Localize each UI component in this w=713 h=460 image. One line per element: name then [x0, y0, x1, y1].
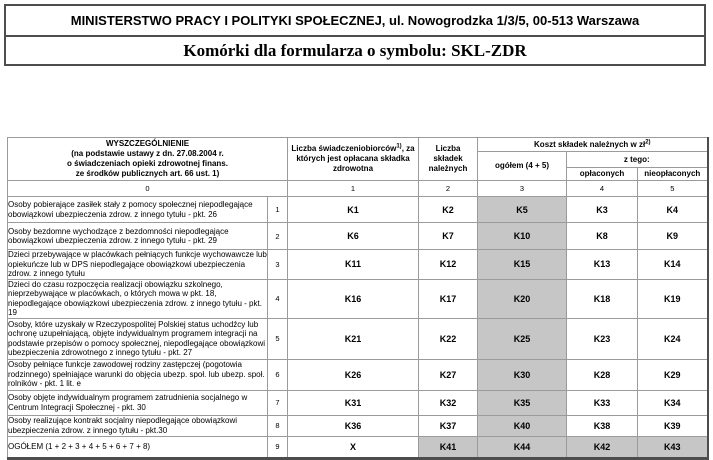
- header-nieoplaconych: nieopłaconych: [637, 167, 709, 181]
- cell-koszt-nieoplacone: K43: [637, 435, 709, 459]
- cell-koszt-ogolem: K20: [477, 278, 568, 319]
- cell-swiadczeniobiorcy: X: [287, 435, 420, 459]
- column-number-row: 0 1 2 3 4 5: [6, 180, 709, 197]
- header-liczba-skladek: Liczba składek należnych: [418, 137, 479, 181]
- row-description: Osoby pełniące funkcje zawodowej rodziny…: [7, 358, 268, 391]
- row-number: 8: [266, 414, 289, 437]
- header-wyszczegolnienie-line1: WYSZCZEGÓLNIENIE: [105, 139, 190, 148]
- cell-koszt-nieoplacone: K24: [637, 317, 709, 360]
- ministry-title: MINISTERSTWO PRACY I POLITYKI SPOŁECZNEJ…: [6, 6, 704, 37]
- row-number: 3: [266, 249, 289, 280]
- total-row: OGÓŁEM (1 + 2 + 3 + 4 + 5 + 6 + 7 + 8) 9…: [7, 435, 709, 459]
- cell-koszt-nieoplacone: K34: [637, 389, 709, 416]
- row-description: Osoby objęte indywidualnym programem zat…: [7, 389, 268, 416]
- col-number-4: 4: [566, 180, 639, 197]
- cell-koszt-oplacone: K8: [566, 222, 639, 250]
- col-number-1: 1: [287, 180, 420, 197]
- table-row: Osoby objęte indywidualnym programem zat…: [7, 389, 709, 416]
- cell-swiadczeniobiorcy: K36: [287, 414, 420, 437]
- cell-koszt-nieoplacone: K29: [637, 358, 709, 391]
- cell-koszt-oplacone: K23: [566, 317, 639, 360]
- header-wyszczegolnienie: WYSZCZEGÓLNIENIE (na podstawie ustawy z …: [6, 137, 289, 181]
- cell-skladki-nalezne: K7: [418, 222, 479, 250]
- cell-koszt-oplacone: K13: [566, 249, 639, 280]
- cell-swiadczeniobiorcy: K31: [287, 389, 420, 416]
- row-description: Dzieci przebywające w placówkach pełniąc…: [7, 249, 268, 280]
- row-number: 5: [266, 317, 289, 360]
- col-number-5: 5: [637, 180, 709, 197]
- header-liczba-swiadczeniobiorcow: Liczba świadczeniobiorców1), za których …: [287, 137, 420, 181]
- row-description: Osoby, które uzyskały w Rzeczypospolitej…: [7, 317, 268, 360]
- cell-koszt-ogolem: K25: [477, 317, 568, 360]
- cell-koszt-oplacone: K38: [566, 414, 639, 437]
- cell-koszt-ogolem: K5: [477, 196, 568, 223]
- cell-koszt-nieoplacone: K9: [637, 222, 709, 250]
- table-row: Osoby realizujące kontrakt socjalny niep…: [7, 414, 709, 437]
- row-number: 7: [266, 389, 289, 416]
- cell-swiadczeniobiorcy: K16: [287, 278, 420, 319]
- header-wyszczegolnienie-line4: ze środków publicznych art. 66 ust. 1): [75, 169, 220, 178]
- cell-swiadczeniobiorcy: K11: [287, 249, 420, 280]
- cell-koszt-nieoplacone: K39: [637, 414, 709, 437]
- cell-koszt-ogolem: K10: [477, 222, 568, 250]
- cell-skladki-nalezne: K2: [418, 196, 479, 223]
- cell-koszt-oplacone: K18: [566, 278, 639, 319]
- skl-zdr-table: WYSZCZEGÓLNIENIE (na podstawie ustawy z …: [6, 137, 709, 460]
- cell-skladki-nalezne: K27: [418, 358, 479, 391]
- cell-koszt-oplacone: K3: [566, 196, 639, 223]
- footnote-2-marker: 2): [645, 138, 651, 145]
- row-description: Osoby realizujące kontrakt socjalny niep…: [7, 414, 268, 437]
- cell-skladki-nalezne: K17: [418, 278, 479, 319]
- cell-skladki-nalezne: K37: [418, 414, 479, 437]
- row-number: 4: [266, 278, 289, 319]
- table-row: Osoby pobierające zasiłek stały z pomocy…: [7, 196, 709, 223]
- cell-koszt-nieoplacone: K4: [637, 196, 709, 223]
- row-description: Osoby bezdomne wychodzące z bezdomności …: [7, 222, 268, 250]
- header-z-tego: z tego:: [566, 151, 709, 168]
- cell-skladki-nalezne: K41: [418, 435, 479, 459]
- col-number-3: 3: [477, 180, 568, 197]
- col-number-0: 0: [6, 180, 289, 197]
- col-number-2: 2: [418, 180, 479, 197]
- table-row: Dzieci przebywające w placówkach pełniąc…: [7, 249, 709, 280]
- cell-koszt-ogolem: K40: [477, 414, 568, 437]
- cell-koszt-oplacone: K33: [566, 389, 639, 416]
- cell-skladki-nalezne: K22: [418, 317, 479, 360]
- cell-skladki-nalezne: K12: [418, 249, 479, 280]
- cell-skladki-nalezne: K32: [418, 389, 479, 416]
- table-row: Osoby pełniące funkcje zawodowej rodziny…: [7, 358, 709, 391]
- header-wyszczegolnienie-line2: (na podstawie ustawy z dn. 27.08.2004 r.: [71, 149, 224, 158]
- cell-koszt-ogolem: K35: [477, 389, 568, 416]
- cell-swiadczeniobiorcy: K6: [287, 222, 420, 250]
- header-koszt-skladek: Koszt składek należnych w zł2): [477, 137, 709, 152]
- ministry-header-box: MINISTERSTWO PRACY I POLITYKI SPOŁECZNEJ…: [4, 4, 706, 66]
- cell-swiadczeniobiorcy: K21: [287, 317, 420, 360]
- cell-koszt-ogolem: K15: [477, 249, 568, 280]
- table-row: Osoby, które uzyskały w Rzeczypospolitej…: [7, 317, 709, 360]
- cell-koszt-oplacone: K42: [566, 435, 639, 459]
- table-row: Dzieci do czasu rozpoczęcia realizacji o…: [7, 278, 709, 319]
- row-description: Dzieci do czasu rozpoczęcia realizacji o…: [7, 278, 268, 319]
- footnote-1-marker: 1): [396, 143, 402, 150]
- total-row-label: OGÓŁEM (1 + 2 + 3 + 4 + 5 + 6 + 7 + 8): [7, 435, 268, 459]
- form-title: Komórki dla formularza o symbolu: SKL-ZD…: [183, 40, 527, 60]
- cell-koszt-nieoplacone: K19: [637, 278, 709, 319]
- cell-koszt-oplacone: K28: [566, 358, 639, 391]
- table-row: Osoby bezdomne wychodzące z bezdomności …: [7, 222, 709, 250]
- row-number: 9: [266, 435, 289, 459]
- cell-koszt-ogolem: K30: [477, 358, 568, 391]
- row-number: 6: [266, 358, 289, 391]
- cell-swiadczeniobiorcy: K1: [287, 196, 420, 223]
- header-wyszczegolnienie-line3: o świadczeniach opieki zdrowotnej finans…: [67, 159, 228, 168]
- cell-swiadczeniobiorcy: K26: [287, 358, 420, 391]
- row-number: 1: [266, 196, 289, 223]
- header-ogolem: ogółem (4 + 5): [477, 151, 568, 181]
- cell-koszt-nieoplacone: K14: [637, 249, 709, 280]
- row-number: 2: [266, 222, 289, 250]
- row-description: Osoby pobierające zasiłek stały z pomocy…: [7, 196, 268, 223]
- cell-koszt-ogolem: K44: [477, 435, 568, 459]
- header-oplaconych: opłaconych: [566, 167, 639, 181]
